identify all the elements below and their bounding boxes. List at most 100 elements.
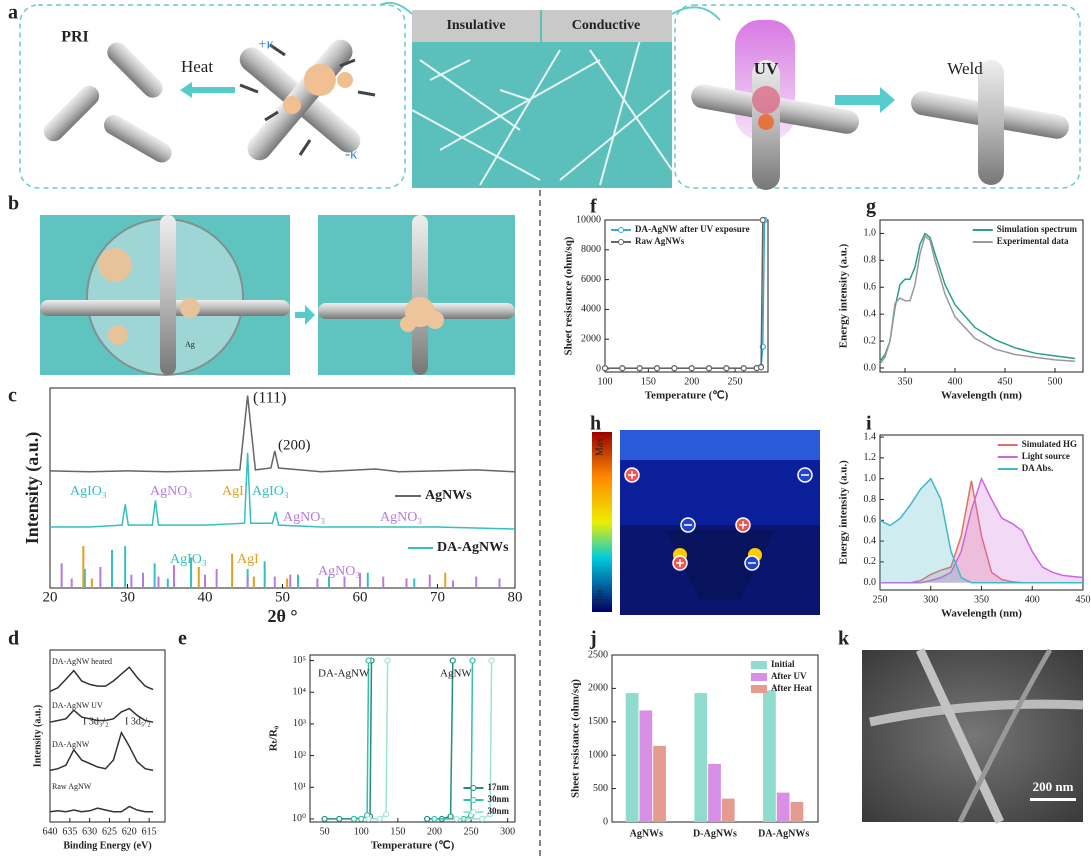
y-axis-label: Rₜ/R₀ [268, 725, 280, 751]
x-tick-label: 250 [464, 826, 479, 837]
panel-label: k [838, 628, 850, 650]
bar [777, 793, 790, 822]
legend-label: After Heat [771, 683, 812, 693]
y-tick-label: 1.4 [864, 431, 877, 442]
label: Weld [947, 59, 983, 78]
y-tick-label: 1.0 [864, 228, 877, 239]
x-tick-label: 50 [275, 589, 290, 605]
annotation: AgNO₃ [318, 564, 360, 579]
x-axis-label: Wavelength (nm) [941, 608, 1022, 620]
panel-b [40, 215, 515, 375]
x-tick-label: 150 [390, 826, 405, 837]
series-line [50, 733, 153, 771]
x-tick-label: 30 [120, 589, 135, 605]
label: Max [594, 438, 605, 456]
x-axis-label: 2θ ° [267, 606, 297, 626]
x-tick-label: 400 [948, 376, 963, 387]
x-tick-label: 620 [122, 826, 137, 837]
y-tick-label: 10³ [293, 718, 306, 729]
annotation: AgNO₃ [150, 484, 192, 499]
panel-k [862, 650, 1083, 822]
panel-label: e [178, 628, 187, 650]
x-tick-label: 635 [62, 826, 77, 837]
label: PRI [61, 29, 89, 46]
legend-marker [619, 228, 624, 233]
x-tick-label: 615 [142, 826, 157, 837]
annotation: I 3d₃/₂ [83, 716, 109, 727]
legend-label: 30nm [487, 794, 509, 804]
panel-label: h [590, 413, 601, 435]
series-label: Raw AgNW [52, 782, 92, 791]
legend-label: DA-AgNW after UV exposure [635, 224, 750, 234]
legend-label: 17nm [487, 782, 509, 792]
x-tick-label: 450 [998, 376, 1013, 387]
point [425, 816, 430, 821]
x-tick-label: 350 [974, 594, 989, 605]
x-tick-label: 630 [82, 826, 97, 837]
panel-label: j [589, 628, 597, 650]
legend-label: Initial [771, 659, 795, 669]
series-label: DA-AgNW [52, 740, 90, 749]
legend-label: Experimental data [997, 236, 1069, 246]
y-tick-label: 0.4 [864, 535, 877, 546]
legend-label: Simulation spectrum [997, 224, 1078, 234]
legend-label: Simulated HG [1022, 439, 1077, 449]
y-tick-label: 10000 [576, 214, 601, 225]
panel-label: c [8, 385, 17, 407]
y-tick-label: 500 [593, 783, 608, 794]
label: -κ [345, 146, 358, 162]
point [470, 658, 475, 663]
annotation: AgNW [440, 668, 472, 680]
y-tick-label: 1000 [588, 749, 608, 760]
y-tick-label: 6000 [581, 274, 601, 285]
y-axis-label: Energy intensity (a.u.) [838, 460, 850, 565]
point [707, 366, 712, 371]
series-line [50, 396, 515, 472]
series-line [50, 667, 153, 691]
point [385, 658, 390, 663]
panel-label: g [866, 196, 876, 218]
x-tick-label: 400 [1025, 594, 1040, 605]
bar [639, 710, 652, 822]
annotation: (200) [278, 437, 311, 453]
scale-bar-label: 200 nm [1033, 779, 1074, 794]
point [655, 366, 660, 371]
legend-marker [619, 240, 624, 245]
label: +κ [258, 36, 274, 52]
x-tick-label: 300 [923, 594, 938, 605]
series-line [880, 234, 1075, 362]
series-label: DA-AgNW heated [52, 657, 112, 666]
panel-label: a [8, 2, 18, 24]
x-axis-label: Temperature (℃) [645, 390, 729, 402]
x-tick-label: 450 [1076, 594, 1091, 605]
legend-swatch [751, 685, 767, 693]
x-tick-label: 50 [320, 826, 330, 837]
y-tick-label: 1.0 [864, 473, 877, 484]
annotation: AgI [237, 552, 259, 567]
label: Min [594, 590, 605, 607]
panel-label: d [8, 628, 19, 650]
annotation: I 3d₅/₂ [125, 716, 151, 727]
y-tick-label: 0.0 [864, 577, 877, 588]
legend-label: Raw AgNWs [635, 236, 685, 246]
y-tick-label: 0 [596, 363, 601, 374]
point [759, 365, 764, 370]
x-tick-label: 100 [598, 376, 613, 387]
legend-swatch [751, 661, 767, 669]
x-tick-label: 70 [430, 589, 445, 605]
legend-label: After UV [771, 671, 807, 681]
point [637, 366, 642, 371]
point [741, 366, 746, 371]
point [480, 816, 485, 821]
bar [763, 690, 776, 822]
y-axis-label: Energy intensity (a.u.) [838, 243, 850, 348]
point [384, 812, 389, 817]
x-tick-label: 350 [898, 376, 913, 387]
plot-frame [50, 650, 165, 822]
annotation: AgNO₃ [380, 510, 422, 525]
y-axis-label: Sheet resistance (ohm/sq) [570, 679, 582, 798]
point [454, 816, 459, 821]
plot-frame [310, 655, 515, 822]
legend-marker [471, 810, 476, 815]
bar [653, 746, 666, 822]
